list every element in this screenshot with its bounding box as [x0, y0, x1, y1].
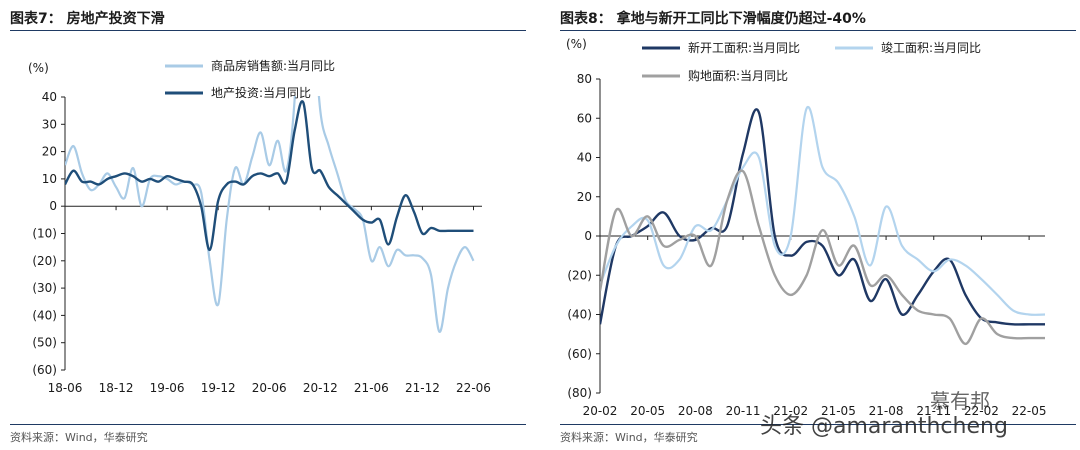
source-note: 资料来源：Wind，华泰研究: [560, 431, 698, 444]
source-note: 资料来源：Wind，华泰研究: [10, 431, 148, 444]
y-tick-label: 30: [42, 117, 57, 131]
x-tick-label: 20-06: [252, 381, 287, 395]
x-tick-label: 22-06: [456, 381, 491, 395]
x-tick-label: 21-12: [405, 381, 440, 395]
y-tick-label: 0: [49, 199, 57, 213]
chart-8-svg: (%) 80 60 40 20 0 (20) (40) (60) (80) 20-02 20-05 20…: [566, 37, 1047, 418]
series-line: [65, 96, 475, 333]
y-tick-label: 20: [42, 145, 57, 159]
title-rule: [10, 30, 526, 31]
y-tick-label: 80: [577, 72, 592, 86]
y-tick-label: (80): [567, 386, 592, 400]
y-tick-label: 40: [42, 90, 57, 104]
x-tick-label: 18-12: [99, 381, 134, 395]
series-line: [600, 108, 1045, 326]
y-tick-label: 20: [577, 190, 592, 204]
x-tick-label: 22-05: [1012, 404, 1047, 418]
x-tick-label: 22-02: [964, 404, 999, 418]
y-tick-label: (20): [567, 268, 592, 282]
chart-panel-right: 图表8： 拿地与新开工同比下滑幅度仍超过-40% (%) 80 60 40 20 0 (20…: [550, 0, 1080, 450]
y-tick-label: 40: [577, 151, 592, 165]
x-tick-label: 20-02: [583, 404, 618, 418]
toutiao-watermark: 头条 @amaranthcheng: [760, 414, 1008, 439]
x-tick-label: 20-12: [303, 381, 338, 395]
y-tick-label: 0: [584, 229, 592, 243]
y-axis-unit: (%): [566, 37, 587, 51]
chart-panel-left: 图表7： 房地产投资下滑 (%) 40 30 20 10 0 (10) (20) (30) (40…: [0, 0, 530, 450]
legend-label: 地产投资:当月同比: [211, 85, 311, 100]
y-tick-label: (30): [32, 281, 57, 295]
y-tick-label: (50): [32, 336, 57, 350]
wechat-watermark: 慕有邦: [930, 389, 990, 413]
x-tick-label: 21-11: [916, 404, 951, 418]
x-tick-label: 19-12: [201, 381, 236, 395]
x-tick-label: 21-06: [354, 381, 389, 395]
x-tick-label: 21-05: [821, 404, 856, 418]
y-tick-label: (40): [567, 308, 592, 322]
legend-label: 新开工面积:当月同比: [688, 40, 800, 55]
x-tick-label: 21-02: [773, 404, 808, 418]
x-tick-label: 18-06: [48, 381, 83, 395]
x-tick-label: 21-08: [869, 404, 904, 418]
legend-label: 购地面积:当月同比: [688, 68, 788, 83]
y-tick-label: (60): [567, 347, 592, 361]
source-rule: [10, 424, 526, 425]
series-line: [600, 105, 1045, 316]
x-tick-label: 20-08: [678, 404, 713, 418]
y-tick-label: (40): [32, 308, 57, 322]
y-tick-label: 10: [42, 172, 57, 186]
y-tick-label: (20): [32, 254, 57, 268]
y-tick-label: (60): [32, 363, 57, 377]
y-axis-unit: (%): [28, 61, 49, 75]
series-line: [65, 100, 474, 252]
title-rule: [560, 30, 1076, 31]
source-rule: [560, 424, 1076, 425]
y-tick-label: (10): [32, 227, 57, 241]
legend-label: 商品房销售额:当月同比: [211, 58, 335, 73]
chart-title: 图表8： 拿地与新开工同比下滑幅度仍超过-40%: [560, 11, 866, 27]
legend-label: 竣工面积:当月同比: [881, 40, 981, 55]
x-tick-label: 20-05: [630, 404, 665, 418]
series-line: [600, 169, 1045, 346]
x-tick-label: 20-11: [726, 404, 761, 418]
chart-title: 图表7： 房地产投资下滑: [10, 11, 165, 27]
y-tick-label: 60: [577, 111, 592, 125]
x-tick-label: 19-06: [150, 381, 185, 395]
chart-7-svg: (%) 40 30 20 10 0 (10) (20) (30) (40) (50) (60) 18-0…: [28, 58, 491, 395]
